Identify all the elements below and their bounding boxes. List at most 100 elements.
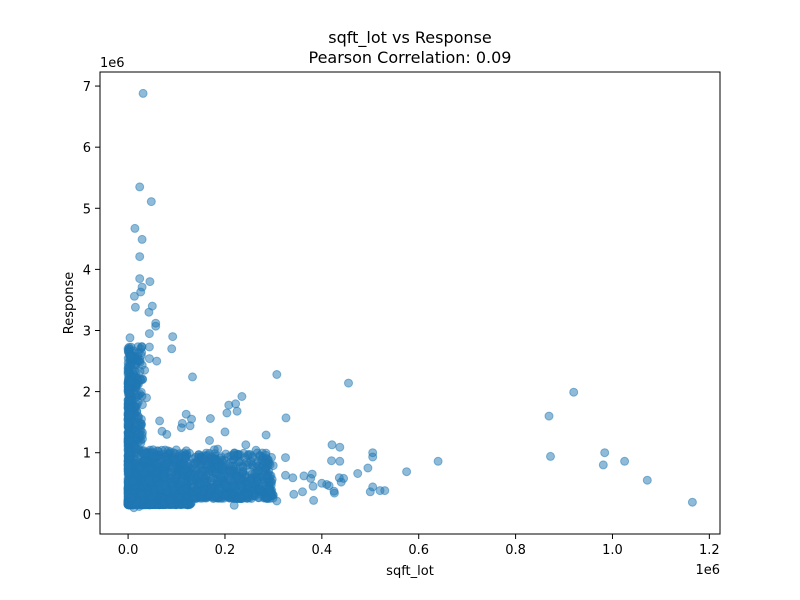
scatter-point (205, 414, 215, 423)
scatter-point-cluster (125, 388, 135, 398)
scatter-point (380, 486, 390, 496)
scatter-point-cluster (234, 457, 244, 467)
scatter-point-cluster (179, 459, 189, 469)
scatter-point (308, 481, 318, 491)
scatter-point (339, 473, 349, 483)
scatter-point-cluster (228, 481, 237, 491)
scatter-point-cluster (210, 492, 220, 502)
y-tick-label: 0 (83, 508, 91, 523)
scatter-point (222, 408, 232, 418)
scatter-point-cluster (146, 500, 156, 509)
scatter-point-cluster (267, 452, 276, 462)
scatter-point (135, 252, 145, 262)
scatter-point-cluster (134, 421, 144, 431)
scatter-point (138, 88, 148, 98)
scatter-point-cluster (123, 419, 133, 429)
scatter-point (687, 497, 697, 507)
scatter-point-cluster (195, 478, 205, 488)
scatter-point (144, 307, 154, 317)
scatter-point (185, 421, 195, 431)
scatter-point (569, 387, 579, 397)
scatter-point-cluster (255, 484, 265, 494)
scatter-point (309, 495, 319, 505)
scatter-point-cluster (126, 351, 136, 361)
scatter-point (353, 469, 363, 478)
x-tick-label: 1.2 (699, 543, 720, 558)
scatter-point-cluster (167, 477, 176, 487)
scatter-point (298, 487, 307, 497)
scatter-point (237, 392, 247, 401)
scatter-point (135, 274, 145, 284)
scatter-point-cluster (194, 450, 204, 460)
scatter-point (600, 448, 610, 458)
scatter-point-cluster (204, 460, 213, 470)
scatter-point-cluster (137, 430, 147, 440)
scatter-point (125, 333, 135, 343)
scatter-point-cluster (144, 475, 154, 485)
scatter-point-cluster (180, 451, 190, 461)
scatter-point (188, 372, 197, 382)
scatter-point (168, 332, 178, 342)
scatter-point-cluster (235, 492, 245, 502)
scatter-point-cluster (145, 464, 155, 473)
scatter-point-cluster (124, 364, 133, 374)
scatter-point-cluster (190, 458, 200, 468)
scatter-point-cluster (244, 458, 254, 468)
scatter-point-cluster (210, 456, 220, 465)
y-axis-ticks: 0 1 2 3 4 5 6 7 (83, 80, 100, 523)
scatter-point (402, 467, 412, 477)
scatter-point (162, 429, 172, 439)
scatter-point (155, 416, 165, 426)
scatter-point-cluster (125, 344, 135, 354)
x-tick-label: 0.4 (312, 543, 333, 558)
scatter-point (135, 182, 145, 192)
scatter-point (335, 456, 345, 466)
y-tick-label: 3 (83, 325, 91, 340)
scatter-point (598, 460, 608, 470)
y-tick-label: 7 (83, 80, 91, 95)
scatter-point (261, 430, 271, 440)
scatter-point (145, 277, 155, 287)
x-tick-label: 0.0 (118, 543, 139, 558)
scatter-point (232, 406, 242, 416)
scatter-point-cluster (264, 484, 274, 494)
plot-area-frame (99, 71, 721, 535)
x-tick-label: 0.8 (505, 543, 526, 558)
scatter-point (546, 451, 555, 461)
scatter-point (220, 427, 230, 437)
scatter-point (144, 329, 154, 339)
scatter-point (272, 370, 282, 379)
scatter-point (231, 399, 241, 409)
scatter-point (144, 342, 154, 352)
scatter-point (129, 291, 139, 301)
scatter-point-cluster (125, 436, 135, 446)
scatter-point-cluster (175, 493, 185, 503)
scatter-point (368, 452, 378, 462)
x-tick-label: 1.0 (602, 543, 623, 558)
scatter-point (137, 234, 147, 244)
scatter-point (363, 463, 373, 473)
y-axis-label: Response (62, 272, 77, 334)
scatter-point (205, 436, 214, 445)
scatter-point-cluster (162, 486, 172, 496)
scatter-point-cluster (159, 469, 168, 479)
scatter-point-cluster (125, 410, 135, 420)
scatter-point-cluster (215, 471, 225, 481)
scatter-point (344, 378, 353, 388)
scatter-point (289, 489, 299, 499)
scatter-point (167, 344, 177, 354)
scatter-point (281, 470, 290, 480)
scatter-point-cluster (132, 498, 142, 507)
scatter-point (368, 482, 378, 492)
scatter-point-cluster (126, 377, 136, 387)
y-axis-offset-label: 1e6 (100, 56, 125, 71)
scatter-point (281, 453, 290, 463)
scatter-point-cluster (170, 454, 179, 464)
scatter-point-cluster (250, 468, 260, 478)
scatter-point-cluster (159, 499, 169, 509)
scatter-point (152, 356, 162, 366)
scatter-point (642, 475, 652, 485)
x-axis-offset-label: 1e6 (695, 563, 720, 578)
y-tick-label: 2 (83, 386, 91, 401)
x-axis-label: sqft_lot (386, 564, 434, 579)
